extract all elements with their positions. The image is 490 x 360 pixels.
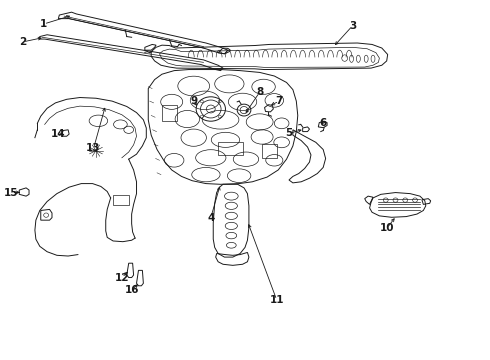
Text: 2: 2: [19, 37, 26, 47]
Text: 8: 8: [256, 87, 263, 97]
Text: 11: 11: [270, 295, 284, 305]
Text: 13: 13: [86, 143, 101, 153]
Text: 9: 9: [190, 96, 197, 106]
Text: 6: 6: [319, 118, 327, 128]
Text: 1: 1: [40, 19, 48, 29]
Bar: [113, 195, 129, 205]
Text: 5: 5: [285, 129, 293, 138]
Text: 16: 16: [124, 285, 139, 295]
Text: 15: 15: [4, 188, 19, 198]
Bar: [162, 104, 176, 121]
Text: 7: 7: [275, 96, 283, 106]
Bar: [262, 144, 277, 158]
Text: 3: 3: [349, 21, 356, 31]
Text: 12: 12: [115, 273, 129, 283]
Text: 4: 4: [207, 213, 215, 222]
Text: 14: 14: [51, 129, 66, 139]
Text: 10: 10: [379, 224, 394, 233]
Bar: [218, 142, 243, 155]
